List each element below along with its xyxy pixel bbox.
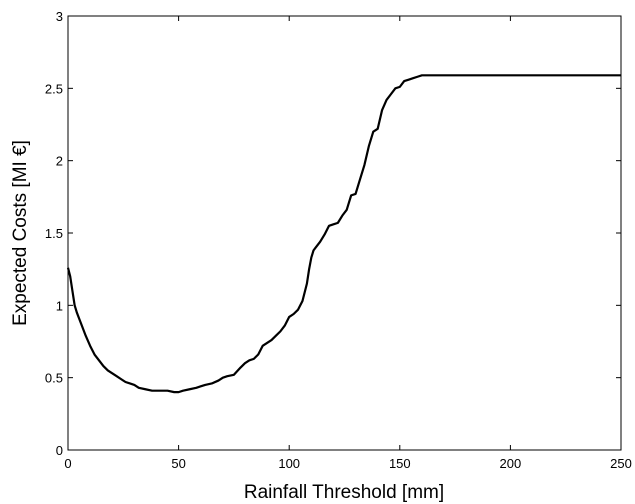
x-tick-label-3: 150 xyxy=(389,456,411,471)
x-tick-label-5: 250 xyxy=(610,456,632,471)
y-tick-labels: 0 0.5 1 1.5 2 2.5 3 xyxy=(45,9,63,458)
x-tick-label-0: 0 xyxy=(64,456,71,471)
y-tick-label-6: 3 xyxy=(56,9,63,24)
series-line xyxy=(66,74,621,394)
y-tick-label-5: 2.5 xyxy=(45,81,63,96)
plot-area-background xyxy=(68,16,621,450)
y-tick-label-0: 0 xyxy=(56,443,63,458)
y-tick-label-1: 0.5 xyxy=(45,371,63,386)
y-tick-label-2: 1 xyxy=(56,298,63,313)
y-axis-title: Expected Costs [MI €] xyxy=(10,140,31,326)
x-tick-label-1: 50 xyxy=(171,456,185,471)
y-tick-label-4: 2 xyxy=(56,154,63,169)
plot-frame xyxy=(67,15,622,451)
x-tick-labels: 0 50 100 150 200 250 xyxy=(64,456,631,471)
x-tick-label-2: 100 xyxy=(278,456,300,471)
x-tick-label-4: 200 xyxy=(500,456,522,471)
y-tick-label-3: 1.5 xyxy=(45,226,63,241)
x-axis-title: Rainfall Threshold [mm] xyxy=(244,482,444,503)
